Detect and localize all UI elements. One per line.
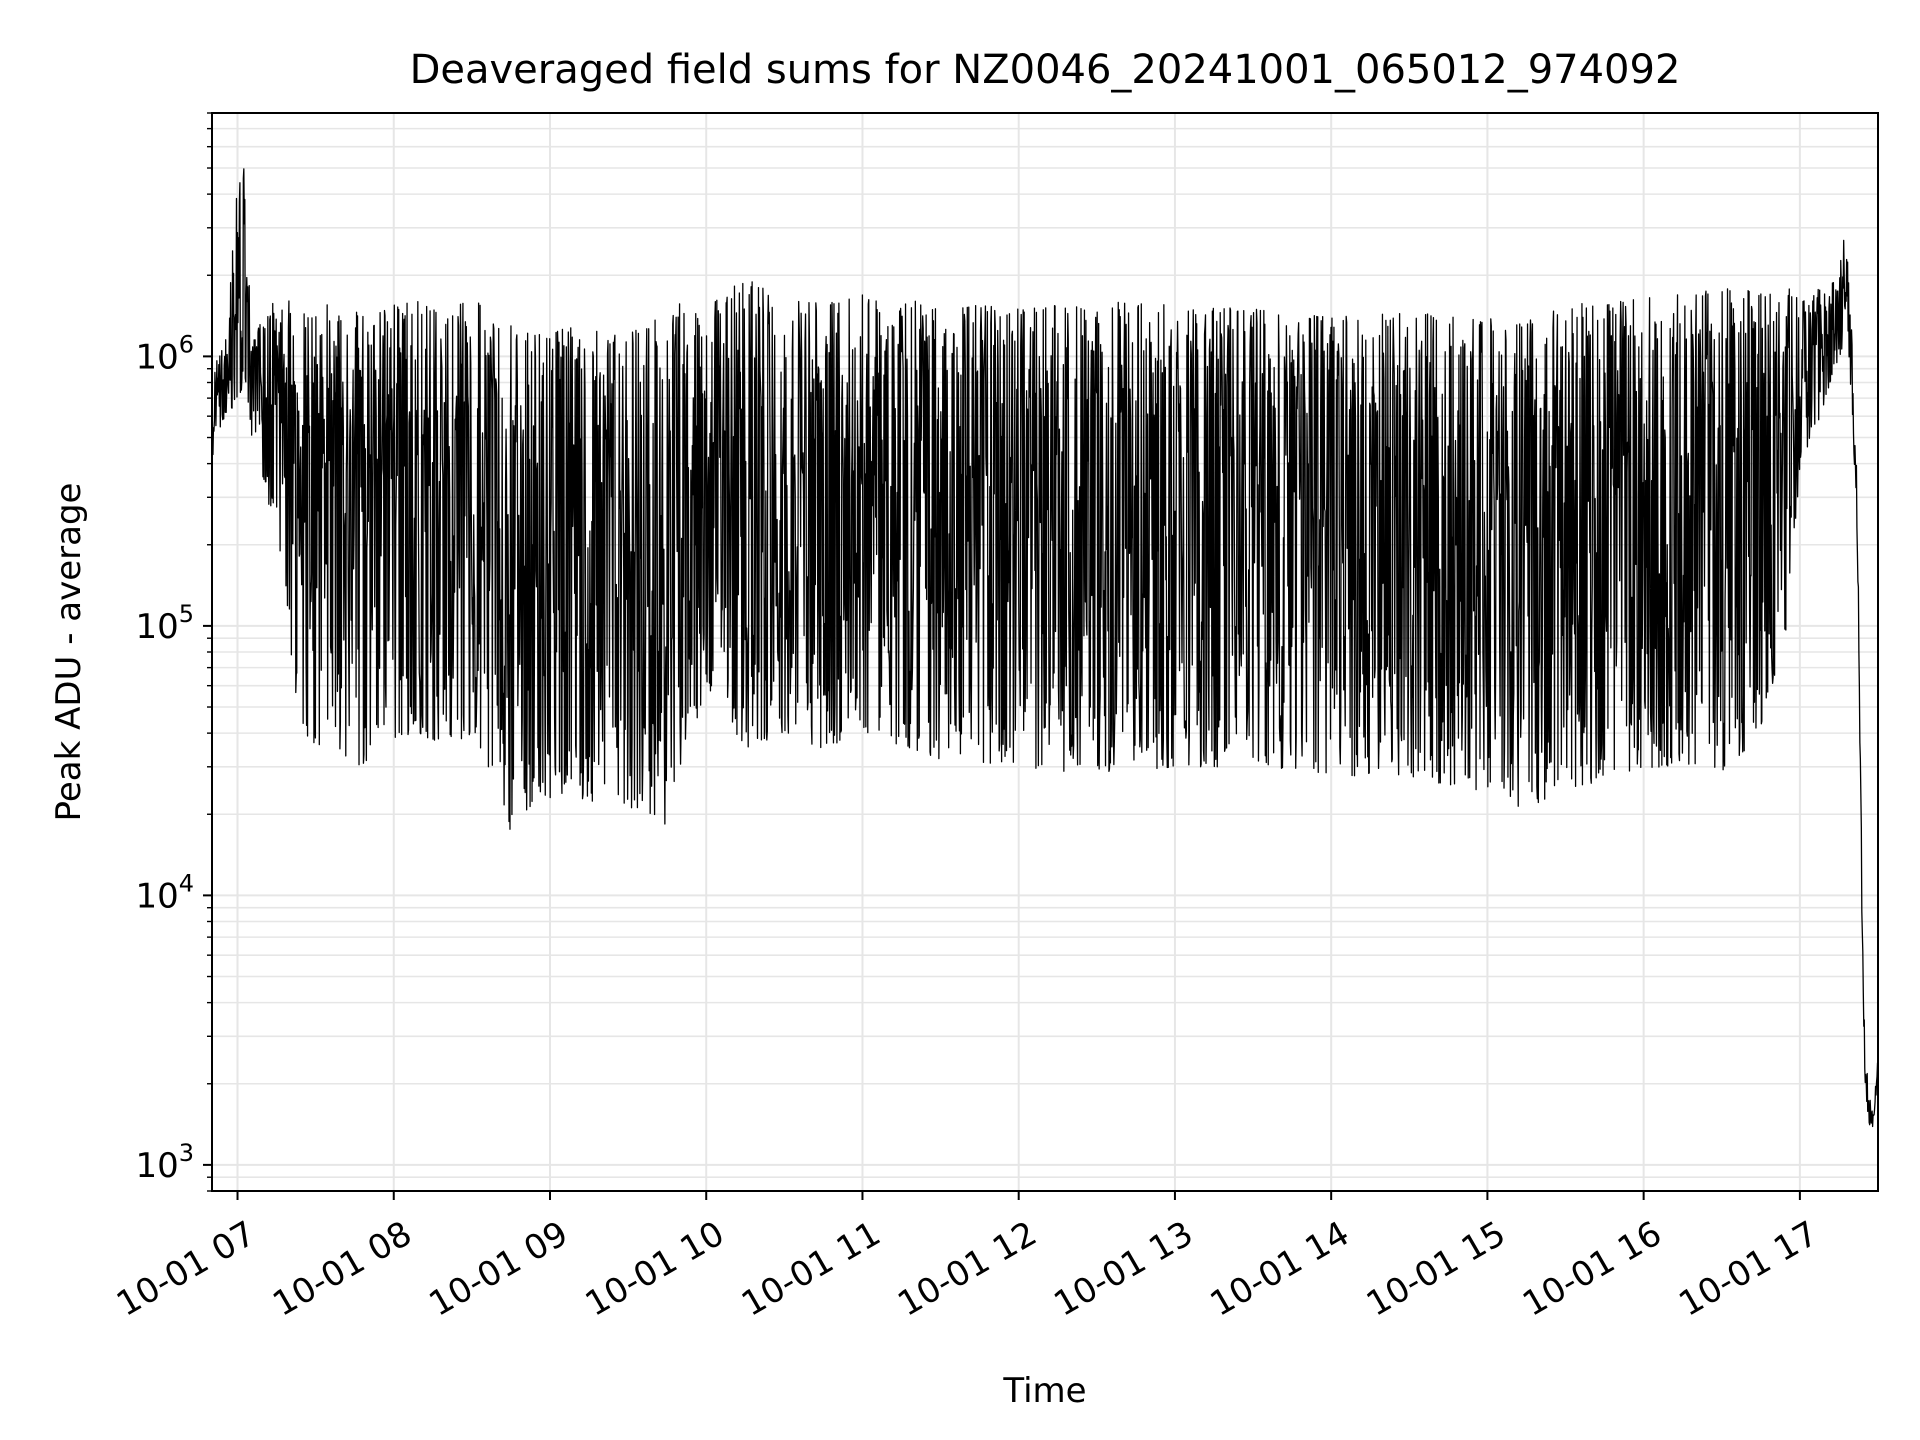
y-tick-label: 104 [135, 869, 194, 916]
series-line [210, 168, 1879, 1128]
y-tick-labels: 103 104 105 106 [135, 330, 194, 1185]
series-path [210, 168, 1879, 1128]
y-tick-label: 105 [135, 600, 194, 647]
x-axis-label: Time [1002, 1371, 1086, 1411]
y-tick-label: 106 [135, 330, 194, 377]
chart-title: Deaveraged field sums for NZ0046_2024100… [410, 47, 1681, 93]
y-tick-label: 103 [135, 1139, 194, 1186]
y-axis-label: Peak ADU - average [49, 483, 89, 822]
axis-ticks [203, 112, 1801, 1200]
